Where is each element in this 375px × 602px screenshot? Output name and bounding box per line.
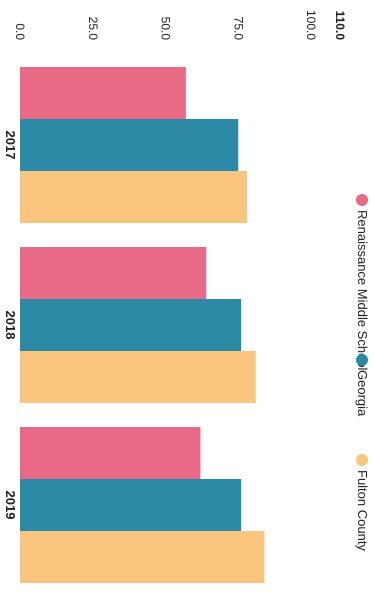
category-label: 2018 xyxy=(3,311,18,340)
legend-label: Georgia xyxy=(355,370,370,417)
bar xyxy=(20,119,239,171)
y-tick-label: 100.0 xyxy=(304,10,318,40)
legend-label: Renaissance Middle School xyxy=(355,210,370,371)
bar xyxy=(20,247,207,299)
y-axis-ticks: 0.0 25.0 50.0 75.0 100.0 110.0 xyxy=(13,10,347,40)
y-tick-label: 75.0 xyxy=(231,17,245,41)
category-label: 2019 xyxy=(3,491,18,520)
y-tick-label: 50.0 xyxy=(159,17,173,41)
y-tick-label: 25.0 xyxy=(86,17,100,41)
legend-label: Fulton County xyxy=(355,470,370,551)
legend-swatch xyxy=(356,194,368,206)
bars xyxy=(19,67,265,583)
bar xyxy=(20,479,242,531)
bar xyxy=(20,299,242,351)
category-label: 2017 xyxy=(3,131,18,160)
y-tick-label: 110.0 xyxy=(333,11,347,41)
y-tick-label: 0.0 xyxy=(13,23,27,40)
legend-swatch xyxy=(356,454,368,466)
bar xyxy=(20,171,247,223)
legend-swatch xyxy=(356,354,368,366)
bar xyxy=(20,67,186,119)
bar xyxy=(20,427,201,479)
bar xyxy=(20,531,265,583)
x-axis-categories: 2017 2018 2019 xyxy=(3,131,18,520)
bar xyxy=(19,351,256,403)
